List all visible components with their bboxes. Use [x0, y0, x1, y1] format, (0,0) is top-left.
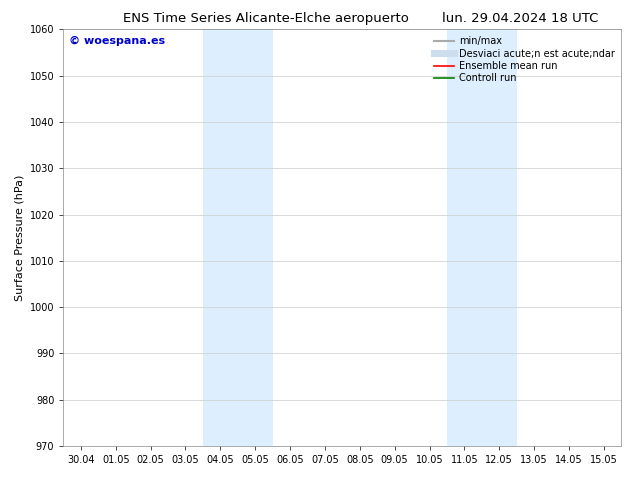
Legend: min/max, Desviaci acute;n est acute;ndar, Ensemble mean run, Controll run: min/max, Desviaci acute;n est acute;ndar… — [432, 34, 616, 85]
Bar — [203, 29, 273, 446]
Text: ENS Time Series Alicante-Elche aeropuerto: ENS Time Series Alicante-Elche aeropuert… — [124, 12, 409, 25]
Y-axis label: Surface Pressure (hPa): Surface Pressure (hPa) — [14, 174, 24, 301]
Text: © woespana.es: © woespana.es — [69, 36, 165, 46]
Text: lun. 29.04.2024 18 UTC: lun. 29.04.2024 18 UTC — [442, 12, 598, 25]
Bar — [447, 29, 517, 446]
